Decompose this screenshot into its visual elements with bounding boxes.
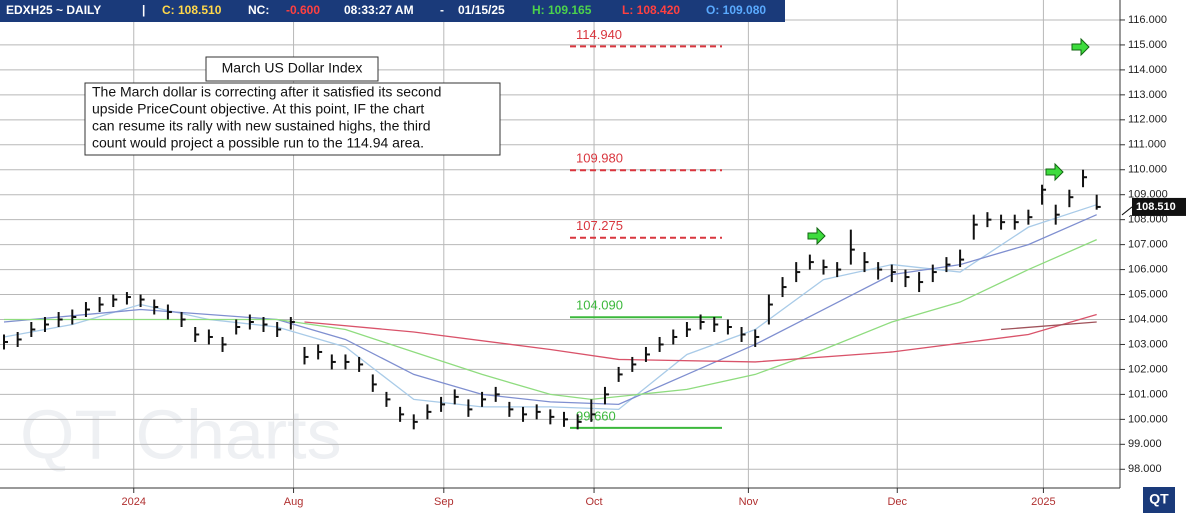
last-price-tag xyxy=(1132,197,1186,216)
header-bar xyxy=(0,0,785,22)
annotation-line: count would project a possible run to th… xyxy=(92,135,424,151)
x-tick-label: Aug xyxy=(284,496,304,508)
annotation-title: March US Dollar Index xyxy=(222,60,363,76)
y-tick-label: 107.000 xyxy=(1128,239,1168,251)
x-tick-label: Oct xyxy=(585,496,602,508)
last-price-label: 108.510 xyxy=(1136,201,1176,213)
y-tick-label: 100.000 xyxy=(1128,413,1168,425)
moving-average xyxy=(1001,321,1097,331)
y-tick-label: 109.000 xyxy=(1128,189,1168,201)
y-tick-label: 114.000 xyxy=(1128,64,1167,76)
header-item: 08:33:27 AM xyxy=(344,3,414,17)
y-tick-label: 111.000 xyxy=(1128,139,1166,151)
y-tick-label: 113.000 xyxy=(1128,89,1167,101)
y-tick-label: 116.000 xyxy=(1128,14,1167,26)
header-item: | xyxy=(142,3,145,17)
moving-average xyxy=(3,214,1097,406)
y-tick-label: 98.000 xyxy=(1128,463,1162,475)
price-level-label: 99.660 xyxy=(576,408,616,423)
logo: QT xyxy=(1149,491,1169,507)
price-level-label: 104.090 xyxy=(576,298,623,313)
annotation-box xyxy=(84,82,501,156)
y-tick-label: 112.000 xyxy=(1128,114,1167,126)
y-tick-label: 103.000 xyxy=(1128,338,1168,350)
header-item: NC: xyxy=(248,3,269,17)
x-tick-label: 2025 xyxy=(1031,496,1055,508)
annotation-line: upside PriceCount objective. At this poi… xyxy=(92,101,424,117)
moving-average xyxy=(304,313,1097,363)
y-tick-label: 105.000 xyxy=(1128,288,1168,300)
last-price-pointer xyxy=(1121,206,1133,216)
x-tick-label: Nov xyxy=(739,496,759,508)
signal-arrow xyxy=(1045,162,1064,182)
y-tick-label: 102.000 xyxy=(1128,363,1168,375)
y-tick-label: 106.000 xyxy=(1128,263,1168,275)
y-tick-label: 101.000 xyxy=(1128,388,1168,400)
price-level-label: 114.940 xyxy=(576,27,622,42)
signal-arrow xyxy=(807,226,826,246)
y-tick-label: 115.000 xyxy=(1128,39,1167,51)
watermark: QT Charts xyxy=(20,395,342,473)
header-item: 01/15/25 xyxy=(458,3,505,17)
y-tick-label: 104.000 xyxy=(1128,313,1168,325)
header-item: EDXH25 ~ DAILY xyxy=(6,3,101,17)
y-tick-label: 110.000 xyxy=(1128,164,1167,176)
x-tick-label: Sep xyxy=(434,496,454,508)
logo-box xyxy=(1143,487,1175,513)
x-tick-label: Dec xyxy=(887,496,907,508)
moving-average xyxy=(3,204,1097,411)
header-item: L: 108.420 xyxy=(622,3,680,17)
header-item: C: 108.510 xyxy=(162,3,222,17)
header-item: O: 109.080 xyxy=(706,3,766,17)
y-tick-label: 108.000 xyxy=(1128,214,1168,226)
price-level-label: 109.980 xyxy=(576,151,623,166)
x-tick-label: 2024 xyxy=(122,496,146,508)
y-tick-label: 99.000 xyxy=(1128,438,1162,450)
signal-arrow xyxy=(1071,37,1090,57)
header-item: - xyxy=(440,3,444,17)
header-item: -0.600 xyxy=(286,3,320,17)
annotation-line: The March dollar is correcting after it … xyxy=(92,84,441,100)
header-item: H: 109.165 xyxy=(532,3,592,17)
annotation-title-box xyxy=(205,56,379,82)
price-level-label: 107.275 xyxy=(576,218,623,233)
annotation-line: can resume its rally with new sustained … xyxy=(92,118,431,134)
